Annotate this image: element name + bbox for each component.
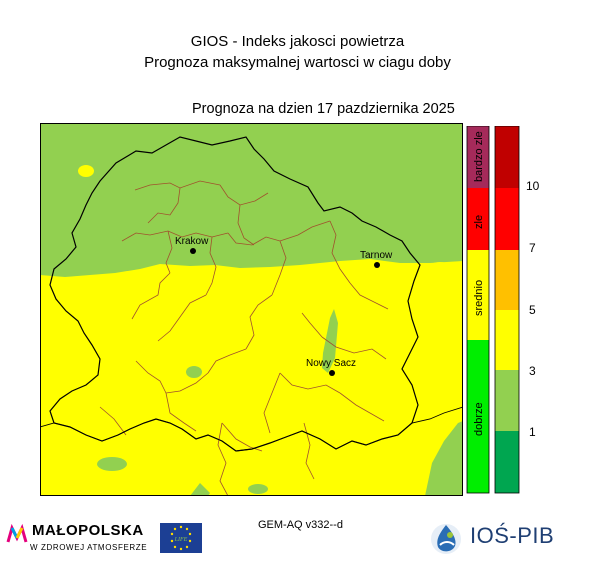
cat-srednio bbox=[467, 250, 489, 340]
city-label: Tarnow bbox=[360, 250, 393, 261]
ios-drop-icon bbox=[431, 524, 461, 554]
map-frame bbox=[40, 123, 463, 496]
cat-label-bardzo-zle: bardzo zle bbox=[473, 131, 485, 182]
country-border bbox=[40, 406, 463, 452]
aqi-legend: bardzo zle zle srednio dobrze 10 7 5 3 1 bbox=[466, 126, 540, 494]
tick-7: 7 bbox=[529, 241, 536, 255]
model-version: GEM-AQ v332--d bbox=[258, 519, 343, 531]
tick-3: 3 bbox=[529, 364, 536, 378]
green-blob bbox=[186, 366, 202, 378]
cat-label-srednio: srednio bbox=[473, 280, 485, 316]
green-blob bbox=[248, 484, 268, 494]
value-bar: 10 7 5 3 1 bbox=[494, 126, 540, 494]
cat-label-dobrze: dobrze bbox=[473, 402, 485, 436]
city-label: Krakow bbox=[175, 236, 209, 247]
tick-10: 10 bbox=[526, 179, 540, 193]
scale-yellow bbox=[495, 310, 519, 370]
scale-light-green bbox=[495, 370, 519, 431]
tick-5: 5 bbox=[529, 303, 536, 317]
green-blob bbox=[97, 457, 127, 471]
scale-dark-green bbox=[495, 431, 519, 493]
scale-red bbox=[495, 188, 519, 250]
city-nowy-sacz: Nowy Sacz bbox=[306, 358, 356, 376]
green-blob bbox=[425, 421, 463, 496]
cat-bardzo-zle bbox=[467, 126, 489, 188]
county-borders bbox=[99, 180, 389, 496]
eu-life-logo: LIFE bbox=[160, 523, 202, 553]
city-krakow: Krakow bbox=[175, 236, 209, 254]
green-zone bbox=[40, 123, 463, 277]
cat-dobrze bbox=[467, 340, 489, 493]
city-label: Nowy Sacz bbox=[306, 358, 356, 369]
title-line-1: GIOS - Indeks jakosci powietrza bbox=[190, 33, 405, 50]
green-blob bbox=[322, 309, 338, 373]
forecast-date: Prognoza na dzien 17 pazdziernika 2025 bbox=[192, 101, 455, 117]
cat-label-zle: zle bbox=[473, 215, 485, 229]
title-line-2: Prognoza maksymalnej wartosci w ciagu do… bbox=[144, 54, 451, 71]
yellow-blob bbox=[428, 262, 452, 274]
forecast-map: Krakow Tarnow Nowy Sacz bbox=[40, 123, 463, 496]
malopolska-m-icon bbox=[6, 524, 28, 543]
yellow-blob bbox=[78, 165, 94, 177]
green-blob bbox=[190, 483, 210, 496]
city-tarnow: Tarnow bbox=[360, 250, 393, 268]
life-text: LIFE bbox=[174, 537, 188, 543]
scale-dark-red bbox=[495, 126, 519, 188]
tick-1: 1 bbox=[529, 425, 536, 439]
cat-zle bbox=[467, 188, 489, 250]
category-bar: bardzo zle zle srednio dobrze bbox=[466, 126, 490, 494]
scale-orange bbox=[495, 250, 519, 310]
